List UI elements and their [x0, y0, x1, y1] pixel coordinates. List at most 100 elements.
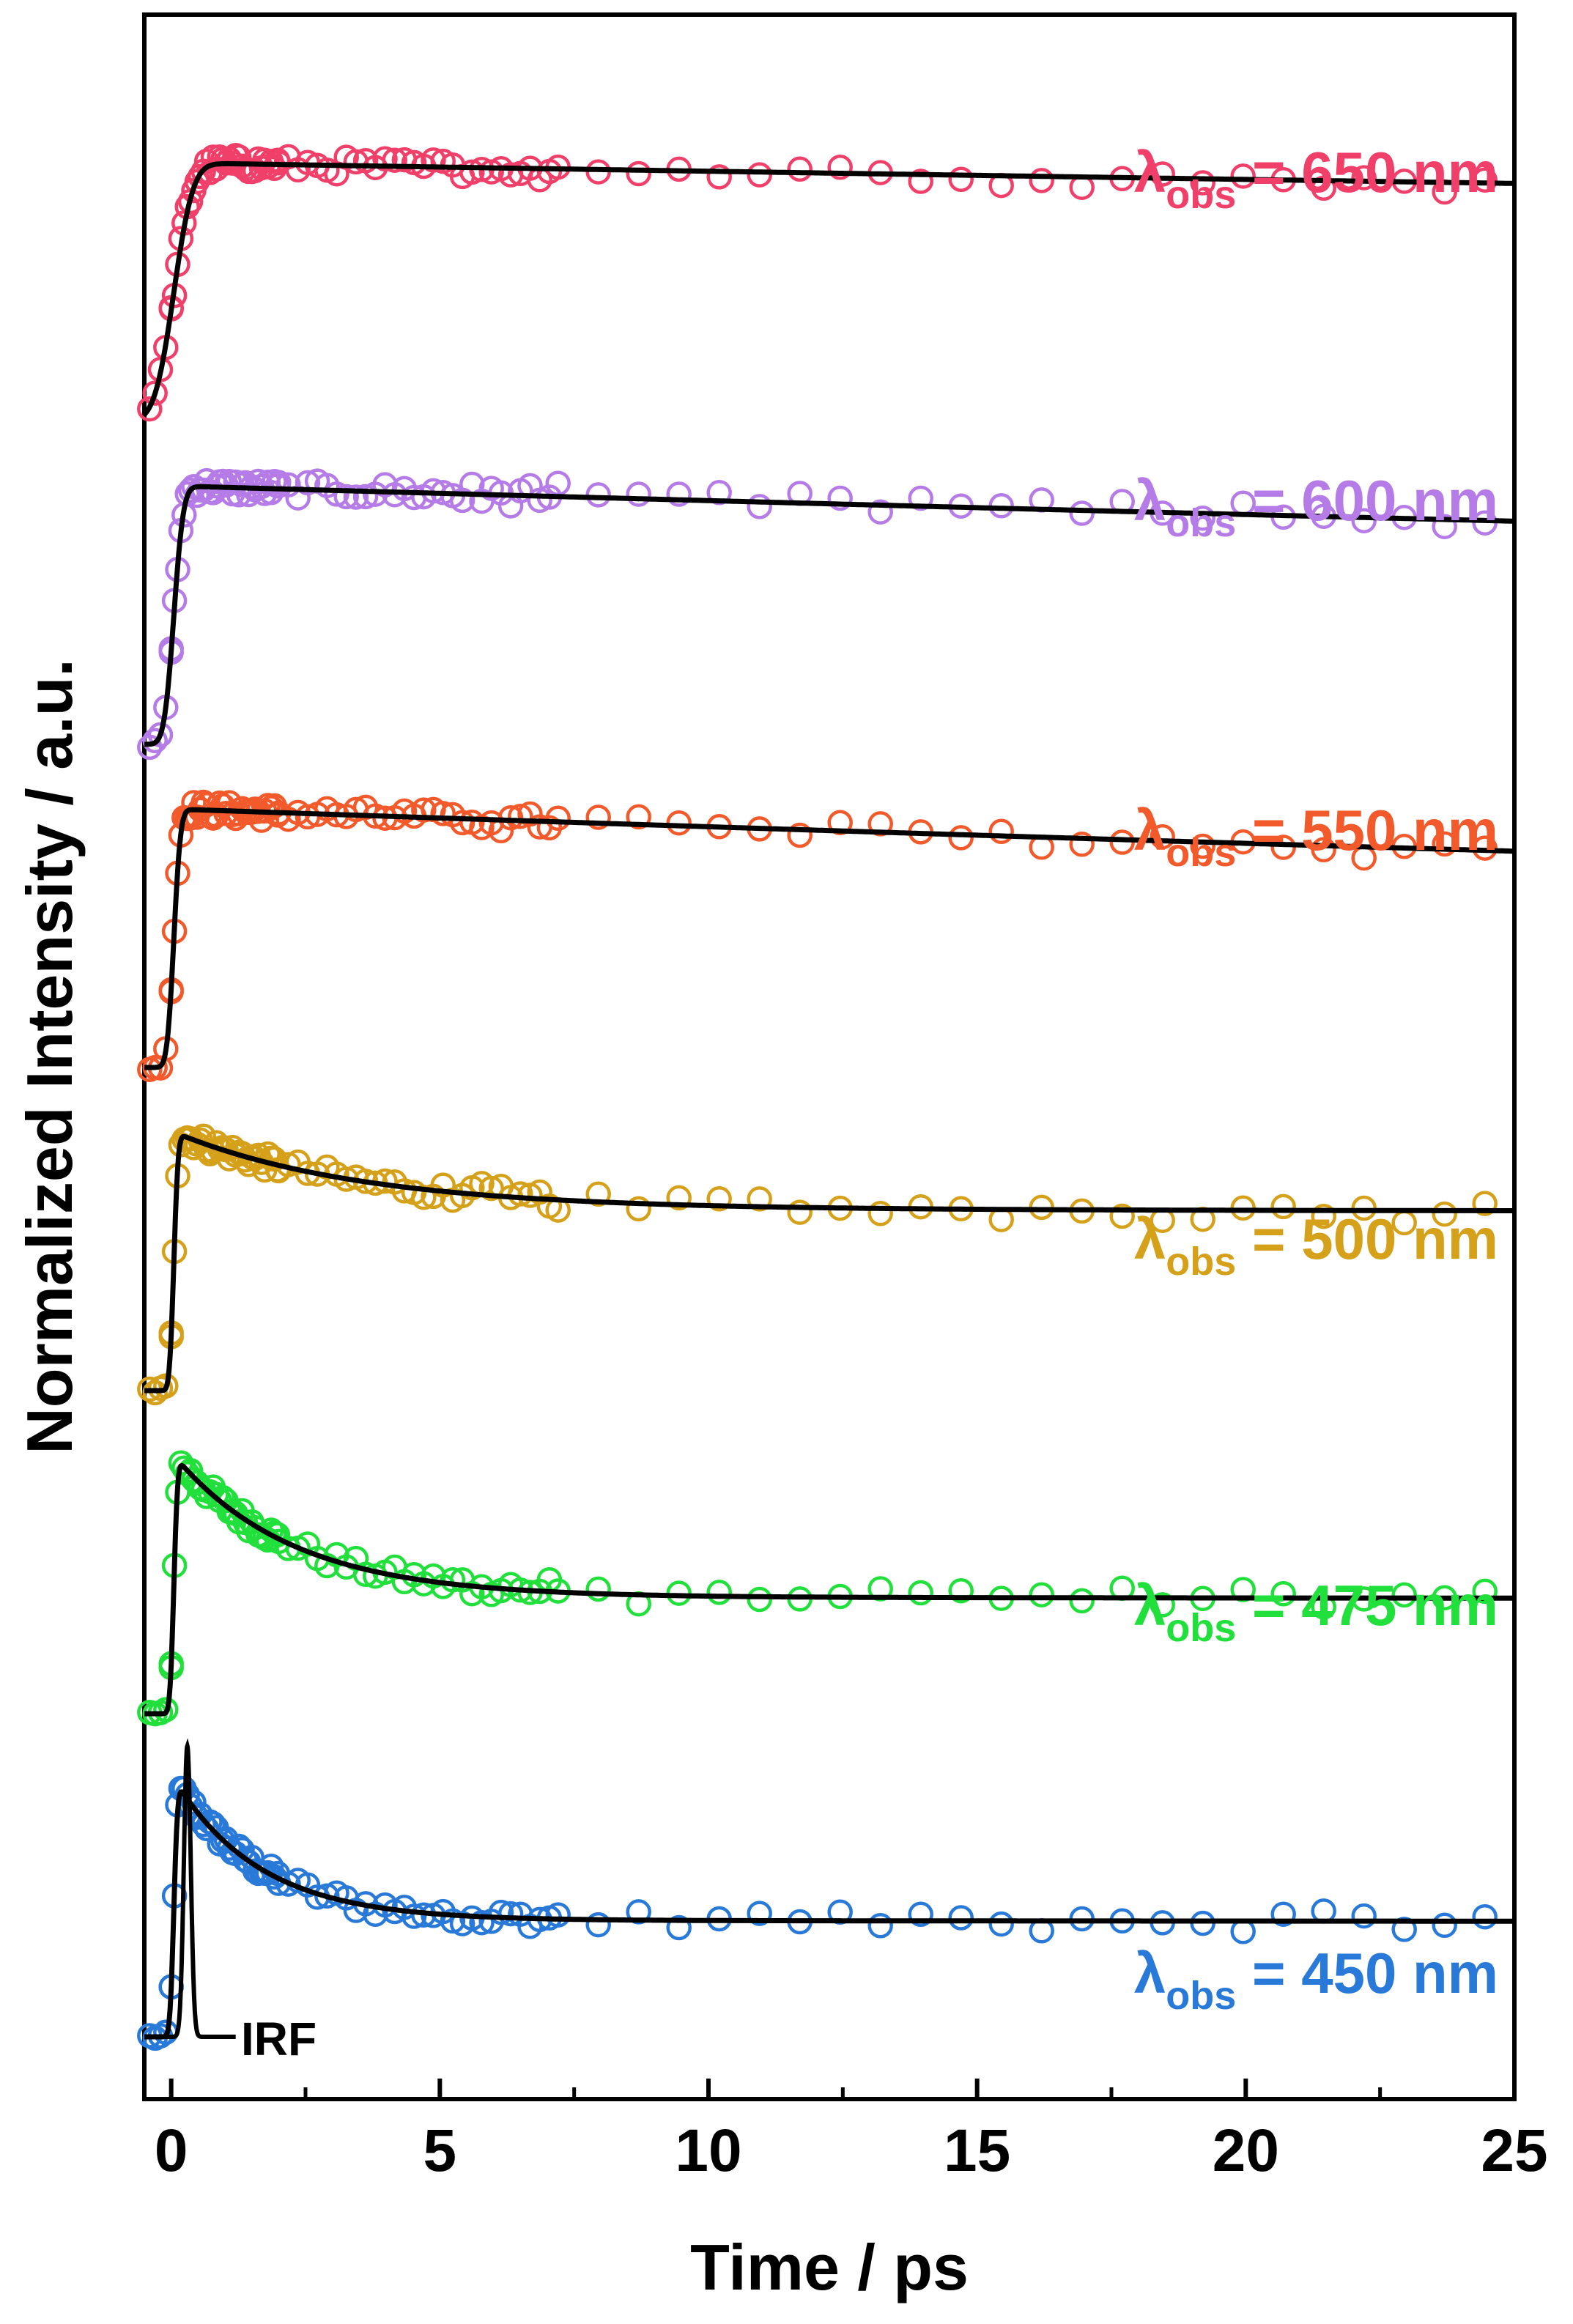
x-tick-label: 0	[155, 2117, 188, 2184]
data-point	[382, 147, 407, 173]
data-point	[262, 1864, 287, 1890]
data-point	[827, 155, 853, 180]
data-point	[747, 494, 772, 519]
series-4	[137, 789, 1515, 1082]
data-point	[626, 804, 651, 830]
data-point	[1190, 170, 1215, 196]
fit-line	[144, 1133, 1514, 1394]
series-6	[137, 142, 1515, 422]
data-point	[867, 811, 893, 837]
series-5	[137, 467, 1515, 761]
data-point	[1391, 1917, 1417, 1942]
data-point	[827, 810, 853, 836]
fit-line	[144, 1462, 1514, 1717]
data-point	[1069, 500, 1095, 526]
series-label: λobs = 475 nm	[1134, 1573, 1498, 1650]
data-point	[1190, 833, 1215, 859]
data-point	[1069, 1588, 1095, 1614]
data-point	[459, 159, 485, 185]
data-point	[545, 805, 571, 832]
data-point	[867, 499, 893, 525]
data-point	[908, 169, 933, 194]
fit-line	[144, 807, 1515, 1070]
data-point	[142, 728, 168, 754]
data-point	[1190, 506, 1215, 531]
y-axis-label: Normalized Intensity / a.u.	[13, 659, 86, 1454]
series-label: λobs = 550 nm	[1134, 798, 1498, 875]
data-point	[1069, 832, 1095, 857]
data-point	[626, 1899, 651, 1925]
data-point	[1351, 508, 1377, 533]
data-point	[908, 485, 933, 511]
data-point	[508, 1181, 533, 1207]
data-point	[1109, 1203, 1135, 1229]
data-point	[333, 484, 359, 510]
series-label: λobs = 500 nm	[1134, 1207, 1498, 1284]
x-tick-label: 10	[675, 2117, 741, 2184]
data-point	[440, 1567, 466, 1593]
data-point	[1351, 165, 1377, 190]
data-point	[948, 1577, 974, 1604]
fit-line	[144, 1789, 1514, 2040]
data-point	[411, 1184, 437, 1210]
data-point	[545, 1902, 571, 1928]
data-point	[908, 1901, 933, 1928]
x-axis-label: Time / ps	[690, 2231, 969, 2303]
data-point	[411, 797, 437, 823]
data-point	[626, 1196, 651, 1222]
fit-line	[144, 484, 1515, 747]
data-point	[787, 822, 813, 848]
data-point	[372, 146, 398, 172]
x-tick-label: 5	[423, 2117, 457, 2184]
data-point	[706, 1580, 732, 1605]
data-point	[1472, 1903, 1498, 1930]
data-point	[626, 160, 651, 187]
data-point	[827, 485, 853, 511]
plot-frame	[142, 12, 1517, 2101]
data-point	[666, 810, 692, 836]
data-point	[153, 1373, 179, 1399]
data-point	[1311, 175, 1336, 201]
data-point	[488, 1899, 514, 1925]
data-point	[1432, 1201, 1457, 1227]
data-point	[153, 1697, 179, 1722]
data-point	[787, 156, 813, 182]
data-point	[1432, 831, 1457, 857]
data-point	[1230, 163, 1256, 189]
data-point	[867, 1201, 893, 1226]
data-point	[1029, 1582, 1054, 1607]
data-point	[1472, 167, 1498, 193]
data-point	[585, 804, 611, 830]
data-point	[666, 1914, 692, 1941]
data-point	[988, 1911, 1014, 1937]
data-point	[585, 1181, 611, 1207]
data-point	[324, 481, 349, 507]
data-point	[181, 790, 207, 815]
data-point	[469, 1909, 495, 1936]
data-point	[207, 144, 232, 170]
data-point	[352, 484, 379, 510]
plot-layer: IRF	[137, 142, 1515, 2065]
data-point	[1472, 1191, 1498, 1216]
series-3	[137, 1123, 1514, 1406]
data-point	[1150, 824, 1175, 850]
data-point	[216, 1835, 243, 1861]
data-point	[948, 166, 974, 193]
data-point	[142, 380, 168, 406]
x-tick-label: 15	[944, 2117, 1010, 2184]
series-label: λobs = 450 nm	[1134, 1941, 1498, 2018]
irf-line	[160, 1738, 236, 2039]
data-point	[867, 1913, 893, 1939]
series-2	[137, 1450, 1514, 1727]
x-tick-label: 20	[1213, 2117, 1279, 2184]
data-point	[1311, 1203, 1336, 1229]
x-tick-label: 25	[1481, 2117, 1547, 2184]
data-point	[137, 396, 163, 422]
data-point	[295, 470, 321, 496]
irf-label: IRF	[241, 2013, 317, 2065]
data-point	[1029, 168, 1054, 193]
data-point	[1351, 1903, 1377, 1929]
data-point	[666, 1185, 692, 1211]
